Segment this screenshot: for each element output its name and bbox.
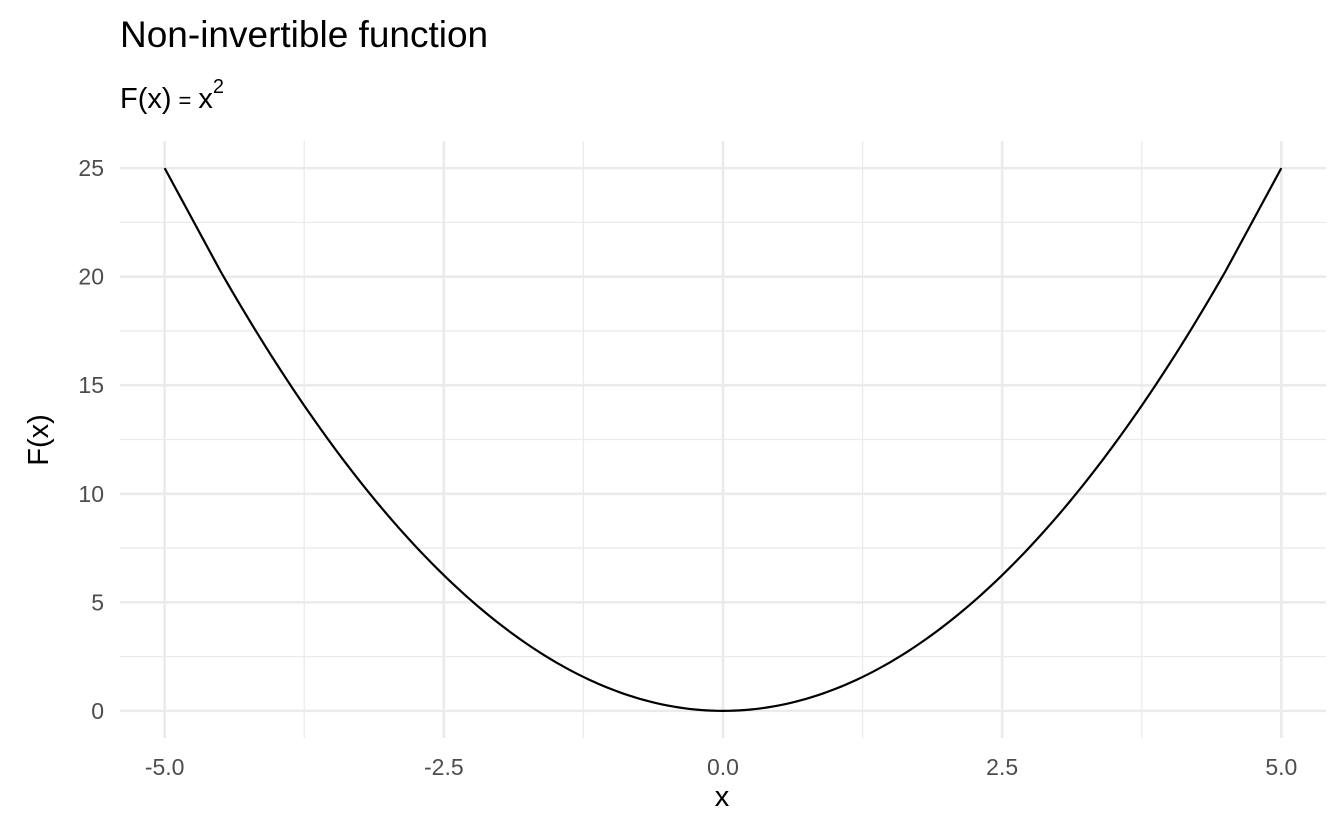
x-tick-label: -2.5	[424, 754, 464, 780]
y-axis-title: F(x)	[23, 414, 55, 466]
series-line	[163, 167, 1283, 712]
y-tick-label: 0	[91, 698, 104, 724]
chart-subtitle: F(x) = x2	[120, 76, 224, 115]
subtitle-lhs: F(x)	[120, 83, 172, 115]
y-tick-label: 20	[78, 264, 104, 290]
x-tick-label: 2.5	[986, 754, 1018, 780]
series-layer	[163, 167, 1283, 712]
y-tick-label: 25	[78, 155, 104, 181]
subtitle-base: x	[198, 83, 213, 115]
y-tick-label: 5	[91, 589, 104, 615]
subtitle-equals: =	[179, 88, 192, 113]
x-tick-label: 0.0	[707, 754, 739, 780]
x-tick-label: -5.0	[145, 754, 185, 780]
chart-title: Non-invertible function	[120, 14, 488, 55]
subtitle-exponent: 2	[213, 76, 224, 98]
grid	[120, 141, 1326, 738]
y-axis-ticks: 0 5 10 15 20 25	[78, 155, 104, 724]
x-axis-title: x	[715, 781, 730, 813]
y-tick-label: 15	[78, 372, 104, 398]
y-tick-label: 10	[78, 481, 104, 507]
x-axis-ticks: -5.0 -2.5 0.0 2.5 5.0	[145, 754, 1297, 780]
x-tick-label: 5.0	[1265, 754, 1297, 780]
